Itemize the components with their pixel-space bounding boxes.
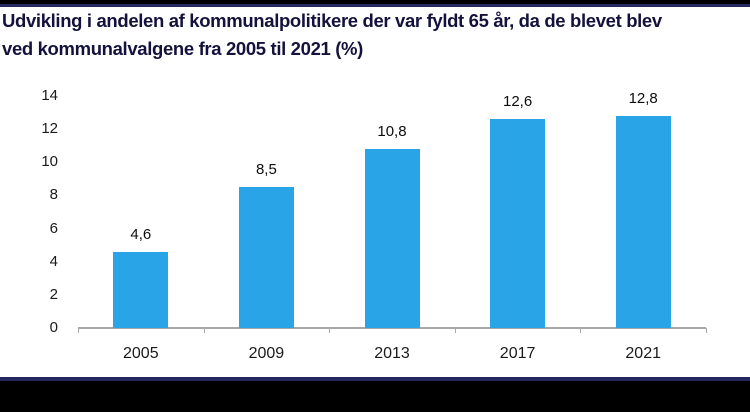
bar-value-label: 12,6 — [502, 93, 533, 111]
chart-title-line-1: Udvikling i andelen af kommunalpolitiker… — [2, 10, 662, 31]
x-axis-label-2005: 2005 — [123, 345, 159, 362]
top-border-bar — [0, 0, 750, 4]
y-axis-tick-label: 8 — [49, 186, 58, 204]
y-axis-tick-label: 2 — [49, 285, 58, 303]
bar-2017 — [490, 119, 546, 328]
x-axis-tick — [580, 328, 582, 333]
x-axis-tick — [203, 328, 205, 333]
bar-value-label: 8,5 — [255, 161, 277, 179]
bar-2005 — [113, 251, 169, 328]
bottom-accent-line — [0, 377, 750, 381]
bar-value-label: 10,8 — [377, 123, 407, 141]
chart-title: Udvikling i andelen af kommunalpolitiker… — [2, 7, 746, 63]
top-accent-line — [0, 4, 750, 7]
x-axis-label-2009: 2009 — [248, 345, 285, 362]
bar-2021 — [615, 115, 671, 328]
bar-2009 — [238, 187, 294, 328]
bar-value-label: 12,8 — [628, 89, 658, 107]
bar-value-label: 4,6 — [130, 225, 152, 243]
y-axis-tick-label: 14 — [41, 87, 58, 104]
x-axis-tick — [706, 328, 707, 333]
x-axis-tick — [78, 328, 79, 333]
y-axis-tick-label: 4 — [49, 252, 58, 270]
x-axis-label-2013: 2013 — [374, 345, 410, 362]
x-axis-label-2017: 2017 — [499, 345, 536, 362]
x-axis-tick — [329, 328, 331, 333]
x-axis-tick — [454, 328, 456, 333]
bottom-border-bar — [0, 381, 750, 412]
bar-2013 — [364, 149, 420, 328]
y-axis-tick-label: 0 — [49, 319, 58, 336]
y-axis-tick-label: 6 — [49, 219, 58, 237]
y-axis-tick-label: 12 — [41, 120, 58, 138]
y-axis-tick-label: 10 — [41, 153, 58, 171]
chart-title-line-2: ved kommunalvalgene fra 2005 til 2021 (%… — [2, 38, 363, 59]
x-axis-label-2021: 2021 — [625, 345, 661, 362]
